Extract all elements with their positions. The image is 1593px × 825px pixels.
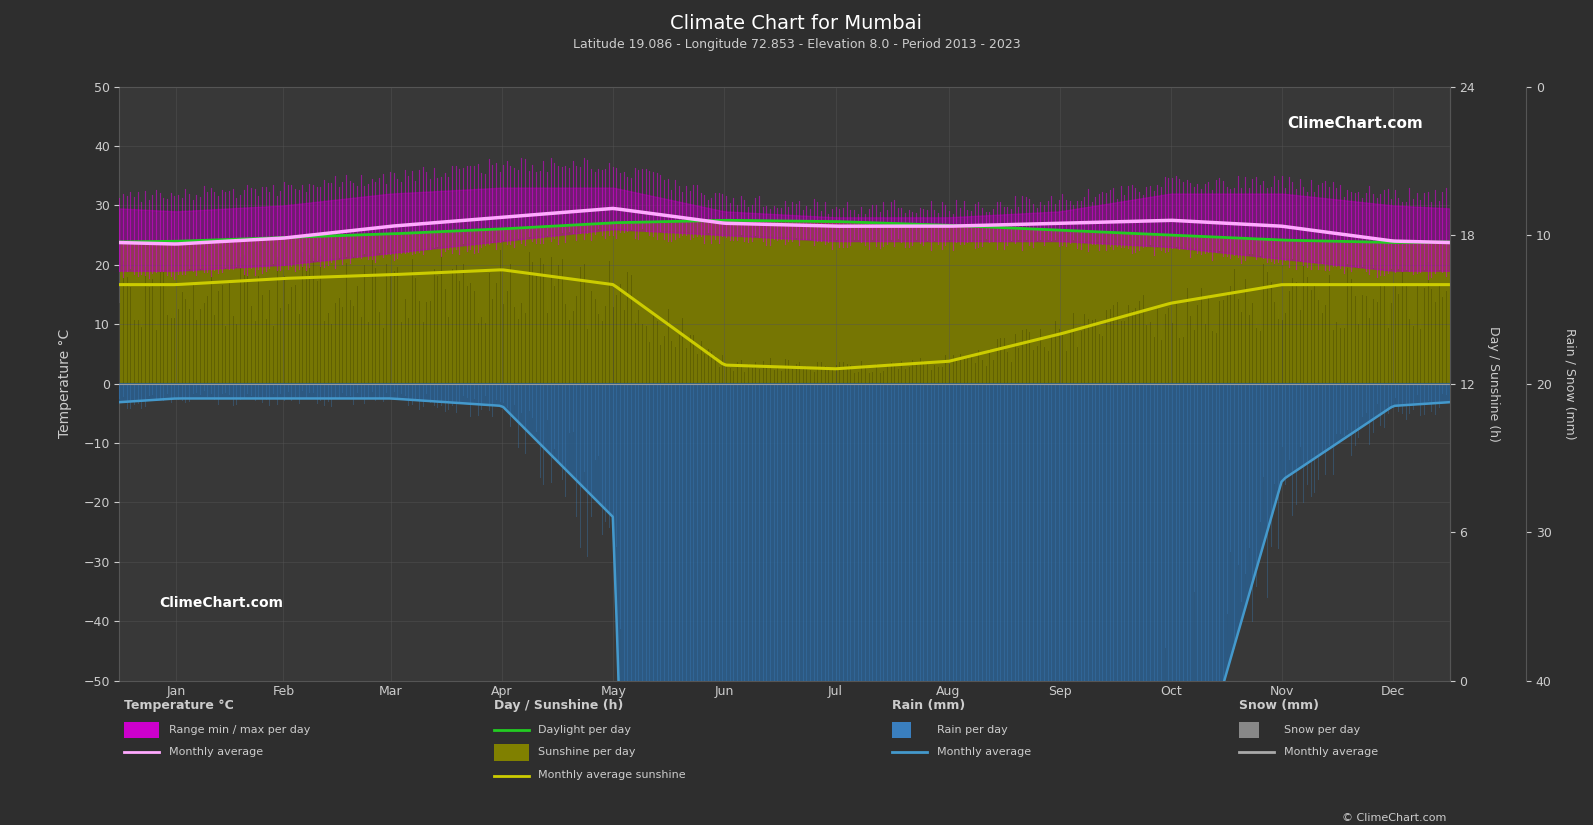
Text: Monthly average: Monthly average — [1284, 747, 1378, 757]
Y-axis label: Temperature °C: Temperature °C — [57, 329, 72, 438]
Text: Day / Sunshine (h): Day / Sunshine (h) — [494, 699, 623, 712]
Text: ClimeChart.com: ClimeChart.com — [1287, 116, 1423, 131]
Y-axis label: Rain / Snow (mm): Rain / Snow (mm) — [1564, 328, 1577, 440]
Text: Climate Chart for Mumbai: Climate Chart for Mumbai — [671, 14, 922, 33]
Text: Monthly average: Monthly average — [169, 747, 263, 757]
Text: ClimeChart.com: ClimeChart.com — [159, 596, 284, 610]
Text: Sunshine per day: Sunshine per day — [538, 747, 636, 757]
Text: Snow per day: Snow per day — [1284, 725, 1360, 735]
Text: Snow (mm): Snow (mm) — [1239, 699, 1319, 712]
Y-axis label: Day / Sunshine (h): Day / Sunshine (h) — [1488, 326, 1501, 441]
Text: Latitude 19.086 - Longitude 72.853 - Elevation 8.0 - Period 2013 - 2023: Latitude 19.086 - Longitude 72.853 - Ele… — [573, 38, 1020, 51]
Text: Rain per day: Rain per day — [937, 725, 1007, 735]
Text: Monthly average sunshine: Monthly average sunshine — [538, 771, 687, 780]
Text: Daylight per day: Daylight per day — [538, 725, 631, 735]
Text: Rain (mm): Rain (mm) — [892, 699, 965, 712]
Text: Range min / max per day: Range min / max per day — [169, 725, 311, 735]
Text: Temperature °C: Temperature °C — [124, 699, 234, 712]
Text: Monthly average: Monthly average — [937, 747, 1031, 757]
Text: © ClimeChart.com: © ClimeChart.com — [1341, 813, 1446, 823]
